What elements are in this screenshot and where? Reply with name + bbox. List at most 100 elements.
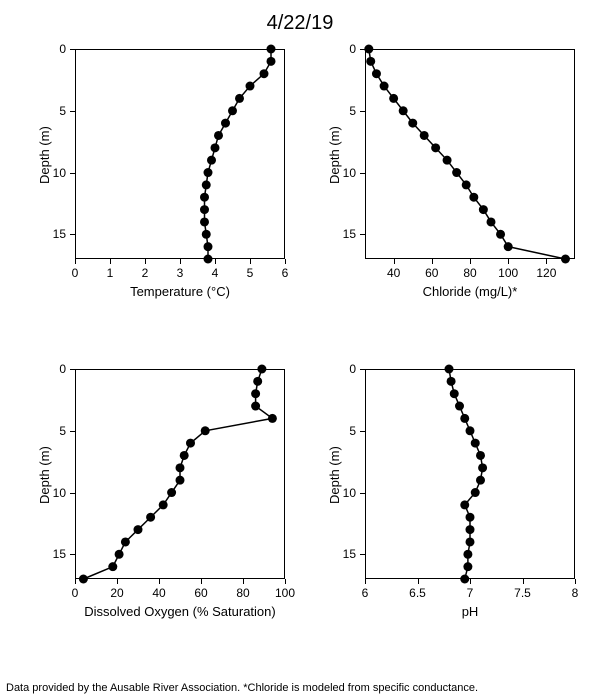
page-title: 4/22/19 — [0, 0, 600, 39]
y-tick-label: 15 — [46, 227, 66, 241]
x-tick-label: 8 — [572, 586, 579, 600]
data-point — [211, 143, 220, 152]
x-tick-mark — [523, 579, 524, 584]
data-point — [504, 242, 513, 251]
data-point — [445, 365, 454, 374]
x-tick-mark — [418, 579, 419, 584]
x-tick-label: 6 — [362, 586, 369, 600]
data-point — [496, 230, 505, 239]
data-point — [460, 575, 469, 584]
y-tick-label: 0 — [336, 42, 356, 56]
data-point — [200, 193, 209, 202]
data-point — [253, 377, 262, 386]
data-point — [204, 242, 213, 251]
x-tick-mark — [243, 579, 244, 584]
data-point — [79, 575, 88, 584]
x-tick-mark — [470, 259, 471, 264]
x-tick-mark — [575, 579, 576, 584]
data-point — [176, 463, 185, 472]
data-point — [207, 156, 216, 165]
x-tick-mark — [75, 259, 76, 264]
data-point — [202, 230, 211, 239]
x-tick-mark — [117, 579, 118, 584]
y-tick-label: 0 — [336, 362, 356, 376]
x-tick-label: 80 — [463, 266, 476, 280]
x-tick-mark — [201, 579, 202, 584]
x-axis-label: Temperature (°C) — [75, 284, 285, 299]
x-tick-label: 60 — [425, 266, 438, 280]
x-tick-label: 6.5 — [409, 586, 426, 600]
x-tick-mark — [546, 259, 547, 264]
x-tick-mark — [110, 259, 111, 264]
data-point — [408, 119, 417, 128]
data-point — [260, 69, 269, 78]
data-series — [75, 369, 285, 579]
panel-ph: 66.577.58051015Depth (m)pH — [310, 359, 580, 659]
x-tick-mark — [285, 579, 286, 584]
data-point — [431, 143, 440, 152]
data-point — [251, 389, 260, 398]
y-tick-label: 15 — [336, 547, 356, 561]
data-point — [380, 82, 389, 91]
data-point — [159, 500, 168, 509]
panel-chloride: 406080100120051015Depth (m)Chloride (mg/… — [310, 39, 580, 339]
data-point — [134, 525, 143, 534]
data-point — [251, 402, 260, 411]
x-tick-label: 100 — [498, 266, 518, 280]
data-point — [200, 205, 209, 214]
data-point — [479, 205, 488, 214]
series-line — [449, 369, 483, 579]
data-point — [469, 193, 478, 202]
data-point — [476, 451, 485, 460]
data-point — [471, 439, 480, 448]
data-point — [202, 180, 211, 189]
data-point — [466, 426, 475, 435]
x-tick-mark — [394, 259, 395, 264]
x-tick-label: 1 — [107, 266, 114, 280]
x-tick-mark — [432, 259, 433, 264]
panel-temperature: 0123456051015Depth (m)Temperature (°C) — [20, 39, 290, 339]
x-axis-label: pH — [365, 604, 575, 619]
y-tick-label: 5 — [46, 104, 66, 118]
data-point — [204, 168, 213, 177]
data-point — [463, 562, 472, 571]
data-point — [267, 45, 276, 54]
x-axis-label: Chloride (mg/L)* — [365, 284, 575, 299]
x-tick-label: 5 — [247, 266, 254, 280]
data-point — [460, 414, 469, 423]
data-point — [204, 255, 213, 264]
data-point — [372, 69, 381, 78]
y-tick-label: 0 — [46, 362, 66, 376]
panel-dissolved-oxygen: 020406080100051015Depth (m)Dissolved Oxy… — [20, 359, 290, 659]
data-point — [214, 131, 223, 140]
x-tick-label: 6 — [282, 266, 289, 280]
chart-grid: 0123456051015Depth (m)Temperature (°C) 4… — [20, 39, 580, 659]
y-tick-label: 5 — [336, 424, 356, 438]
data-point — [443, 156, 452, 165]
x-tick-mark — [365, 579, 366, 584]
x-axis-label: Dissolved Oxygen (% Saturation) — [75, 604, 285, 619]
x-tick-label: 40 — [387, 266, 400, 280]
data-point — [476, 476, 485, 485]
data-point — [201, 426, 210, 435]
y-axis-label: Depth (m) — [37, 126, 52, 184]
x-tick-label: 80 — [236, 586, 249, 600]
data-series — [75, 49, 285, 259]
data-point — [450, 389, 459, 398]
y-tick-label: 0 — [46, 42, 66, 56]
data-point — [121, 537, 130, 546]
data-point — [235, 94, 244, 103]
data-point — [246, 82, 255, 91]
x-tick-mark — [250, 259, 251, 264]
data-point — [471, 488, 480, 497]
data-point — [366, 57, 375, 66]
series-line — [205, 49, 272, 259]
series-line — [83, 369, 272, 579]
data-point — [466, 525, 475, 534]
x-tick-mark — [180, 259, 181, 264]
x-tick-label: 7 — [467, 586, 474, 600]
data-point — [455, 402, 464, 411]
y-tick-label: 15 — [336, 227, 356, 241]
data-point — [268, 414, 277, 423]
data-point — [389, 94, 398, 103]
